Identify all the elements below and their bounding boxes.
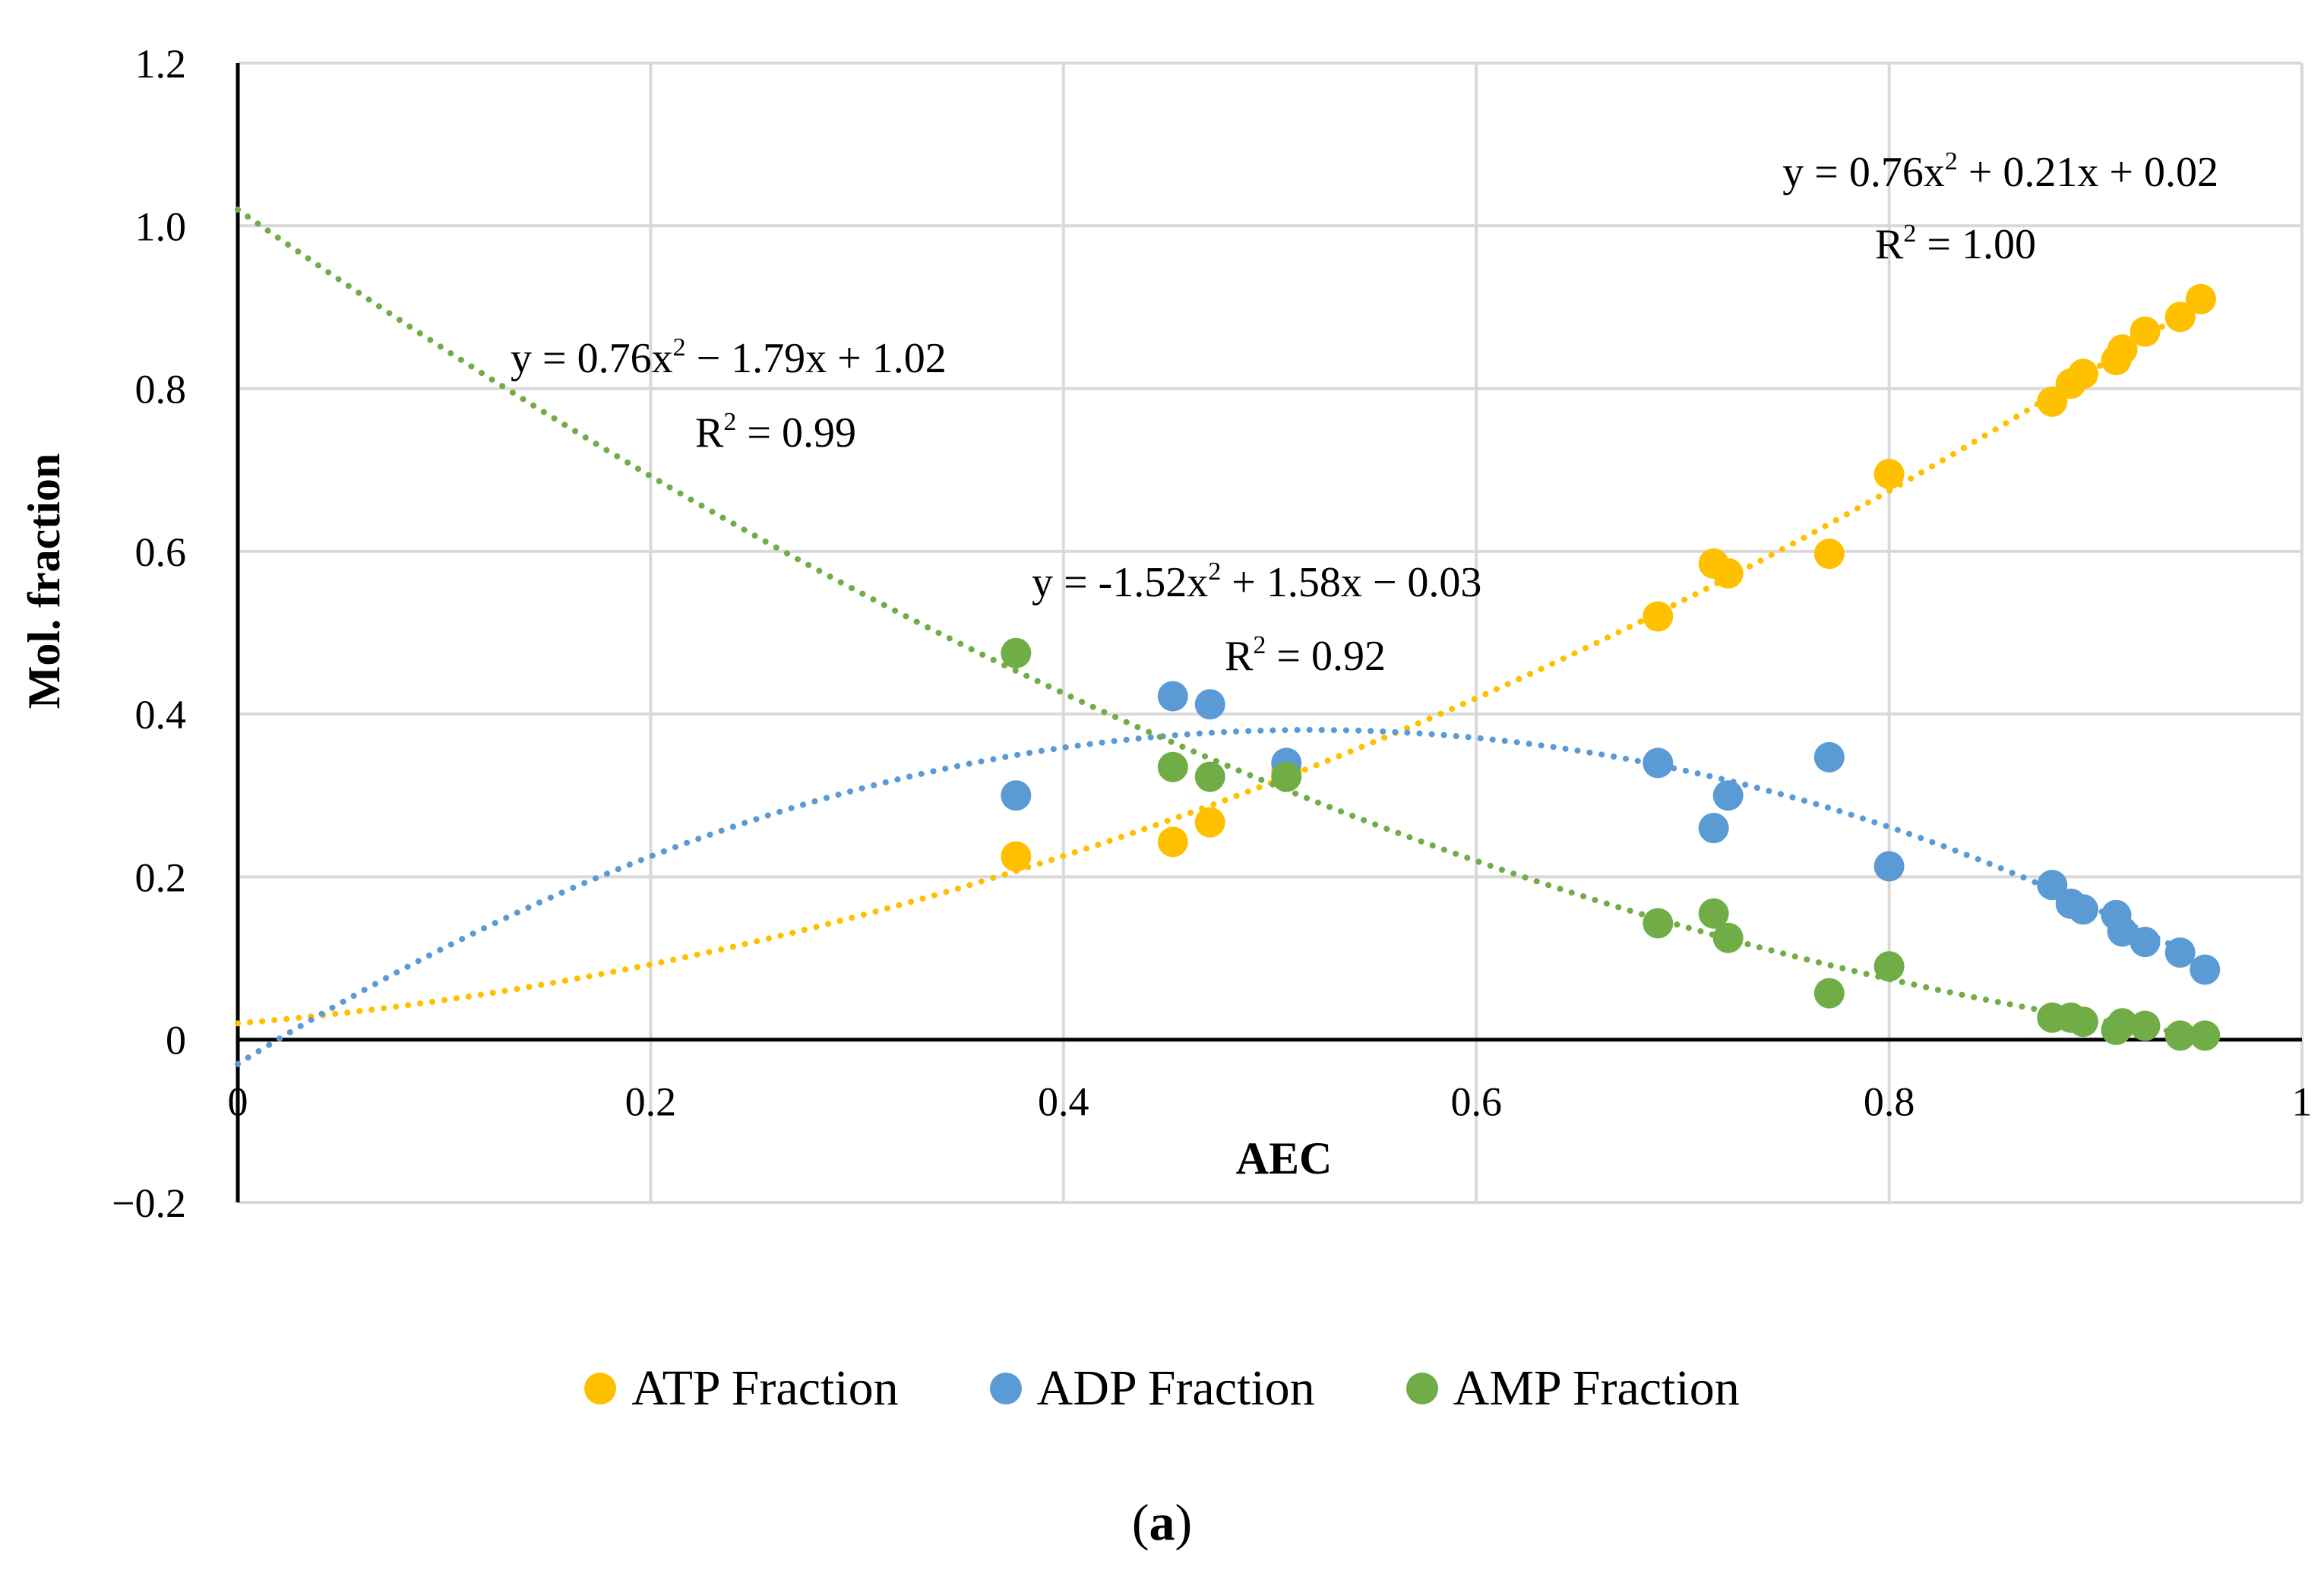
adp-data-point [2190,954,2221,985]
y-tick-label: 0.6 [135,529,187,575]
atp-data-point [1001,841,1032,872]
data-points [1001,283,2221,1051]
atp-data-point [2164,302,2196,333]
atp-data-point [1643,601,1674,632]
legend-item-amp: AMP Fraction [1405,1360,1740,1417]
x-tick-label: 0.4 [1038,1079,1089,1125]
atp-data-point [1157,826,1188,858]
amp-data-point [2190,1020,2221,1051]
atp-data-point [1873,459,1905,490]
atp-data-point [2130,316,2161,347]
y-tick-label: 1.0 [135,204,187,249]
y-tick-label: 0.2 [135,855,187,900]
amp-data-point [1643,908,1674,939]
legend-marker-adp [989,1373,1022,1404]
adp-trendline [235,726,2209,1067]
x-tick-label: 0.2 [625,1079,677,1125]
trendlines [235,206,2209,1067]
amp-data-point [2067,1006,2098,1038]
tick-labels: −0.2 0 0.2 0.4 0.6 0.8 1.0 1.2 0 0.2 0.4 0.6 0.8 1 [112,41,2312,1226]
x-tick-label: 0 [228,1079,248,1125]
adp-data-point [1157,681,1188,712]
amp-data-point [1271,761,1302,792]
legend-label-amp: AMP Fraction [1453,1360,1740,1416]
legend-marker-amp [1405,1373,1438,1404]
amp-trend-equation: y = 0.76x2 − 1.79x + 1.02 [511,333,947,382]
legend: ATP Fraction ADP Fraction AMP Fraction [0,1360,2324,1417]
atp-data-point [2067,359,2098,390]
x-tick-label: 0.8 [1864,1079,1915,1125]
adp-data-point [2130,927,2161,958]
adp-data-point [1643,747,1674,779]
y-tick-label: −0.2 [112,1180,186,1226]
adp-data-point [1813,741,1845,772]
amp-data-point [1873,951,1905,982]
amp-data-point [1813,978,1845,1009]
atp-data-point [1712,558,1744,589]
amp-trendline [235,206,2209,1039]
amp-data-point [2130,1010,2161,1041]
adp-data-point [2164,937,2196,968]
figure-caption: (a) [1131,1493,1193,1551]
adp-data-point [1194,689,1225,720]
adp-trend-equation: y = -1.52x2 + 1.58x − 0.03 [1032,558,1481,606]
y-tick-label: 0.4 [135,692,187,738]
legend-item-adp: ADP Fraction [989,1360,1315,1417]
axes [236,63,2302,1202]
adp-trend-r2: R2 = 0.92 [1225,631,1386,680]
legend-marker-atp [584,1373,617,1404]
amp-data-point [1194,761,1225,792]
legend-label-atp: ATP Fraction [631,1360,899,1416]
adp-data-point [1873,851,1905,882]
y-axis-title: Mol. fraction [19,453,69,709]
grid-lines [238,62,2303,1204]
amp-trend-r2: R2 = 0.99 [695,408,856,457]
atp-data-point [2185,283,2216,314]
amp-data-point [1712,922,1744,953]
y-tick-label: 0 [166,1018,186,1063]
adp-data-point [1001,780,1032,811]
adp-data-point [2037,870,2068,901]
x-tick-label: 1 [2292,1079,2313,1125]
chart: −0.2 0 0.2 0.4 0.6 0.8 1.0 1.2 0 0.2 0.4 0.6 0.8 1 AE… [19,41,2313,1226]
amp-data-point [2107,1008,2138,1039]
amp-data-point [1001,637,1032,668]
adp-data-point [2107,916,2138,947]
amp-data-point [1157,751,1188,782]
x-tick-label: 0.6 [1450,1079,1502,1125]
y-tick-label: 1.2 [135,41,187,87]
adp-data-point [1698,813,1729,844]
atp-trend-equation: y = 0.76x2 + 0.21x + 0.02 [1782,147,2218,196]
legend-label-adp: ADP Fraction [1036,1360,1315,1416]
atp-trendline [235,298,2204,1027]
atp-data-point [1813,539,1845,570]
atp-trend-r2: R2 = 1.00 [1875,220,2036,268]
adp-data-point [1712,780,1744,811]
atp-data-point [1194,807,1225,838]
adp-data-point [2067,894,2098,925]
amp-data-point [2164,1020,2196,1051]
x-axis-title: AEC [1236,1133,1333,1183]
y-tick-label: 0.8 [135,367,187,412]
atp-data-point [2107,334,2138,365]
legend-item-atp: ATP Fraction [584,1360,899,1417]
amp-data-point [1698,898,1729,929]
